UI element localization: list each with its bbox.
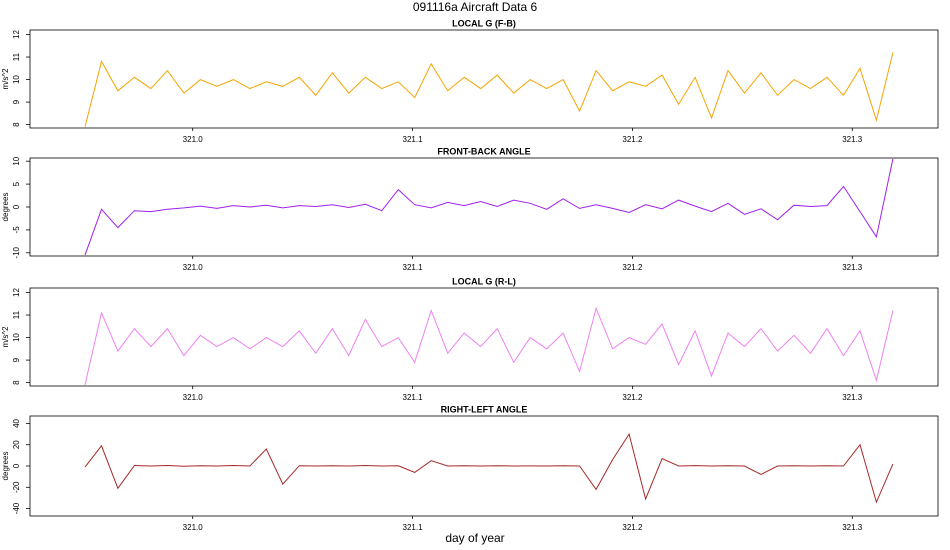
- y-tick-label: 0: [12, 204, 21, 209]
- y-tick-label: -5: [12, 226, 21, 234]
- y-tick-label: -20: [12, 481, 21, 493]
- y-tick-label: 10: [12, 156, 21, 165]
- y-axis-label: m/s^2: [1, 68, 10, 90]
- x-axis-label: day of year: [445, 531, 504, 545]
- data-line: [84, 52, 894, 128]
- y-tick-label: 10: [12, 333, 21, 342]
- y-tick-label: 11: [12, 310, 21, 319]
- y-tick-label: 12: [12, 288, 21, 297]
- x-tick-label: 321.2: [622, 263, 643, 272]
- y-tick-label: 8: [12, 380, 21, 385]
- x-tick-label: 321.1: [403, 393, 424, 402]
- y-axis-label: degrees: [1, 452, 10, 481]
- y-tick-label: -40: [12, 502, 21, 514]
- y-tick-label: 20: [12, 440, 21, 449]
- x-tick-label: 321.0: [183, 135, 204, 144]
- x-tick-label: 321.0: [183, 523, 204, 532]
- x-tick-label: 321.2: [622, 523, 643, 532]
- y-tick-label: 9: [12, 357, 21, 362]
- y-tick-label: 40: [12, 418, 21, 427]
- x-tick-label: 321.0: [183, 393, 204, 402]
- y-tick-label: -10: [12, 246, 21, 258]
- x-tick-label: 321.3: [842, 523, 863, 532]
- x-tick-label: 321.3: [842, 263, 863, 272]
- data-line: [84, 158, 894, 256]
- y-tick-label: 12: [12, 30, 21, 39]
- x-tick-label: 321.1: [403, 523, 424, 532]
- data-line: [84, 432, 894, 504]
- panel-title: LOCAL G (F-B): [452, 18, 516, 28]
- y-tick-label: 9: [12, 99, 21, 104]
- data-line: [84, 306, 894, 386]
- panel-title: LOCAL G (R-L): [452, 276, 516, 286]
- y-tick-label: 10: [12, 75, 21, 84]
- x-tick-label: 321.1: [403, 263, 424, 272]
- x-tick-label: 321.3: [842, 393, 863, 402]
- x-tick-label: 321.0: [183, 263, 204, 272]
- y-tick-label: 8: [12, 122, 21, 127]
- y-tick-label: 11: [12, 52, 21, 61]
- y-axis-label: m/s^2: [1, 326, 10, 348]
- x-tick-label: 321.2: [622, 135, 643, 144]
- panel-title: FRONT-BACK ANGLE: [437, 146, 530, 156]
- x-tick-label: 321.2: [622, 393, 643, 402]
- plot-frame: [29, 29, 939, 129]
- y-axis-label: degrees: [1, 193, 10, 222]
- y-tick-label: 0: [12, 463, 21, 468]
- panel-title: RIGHT-LEFT ANGLE: [441, 404, 528, 414]
- x-tick-label: 321.3: [842, 135, 863, 144]
- plot-frame: [29, 157, 939, 257]
- y-tick-label: 5: [12, 181, 21, 186]
- x-tick-label: 321.1: [403, 135, 424, 144]
- page-title: 091116a Aircraft Data 6: [413, 0, 538, 14]
- plot-frame: [29, 287, 939, 387]
